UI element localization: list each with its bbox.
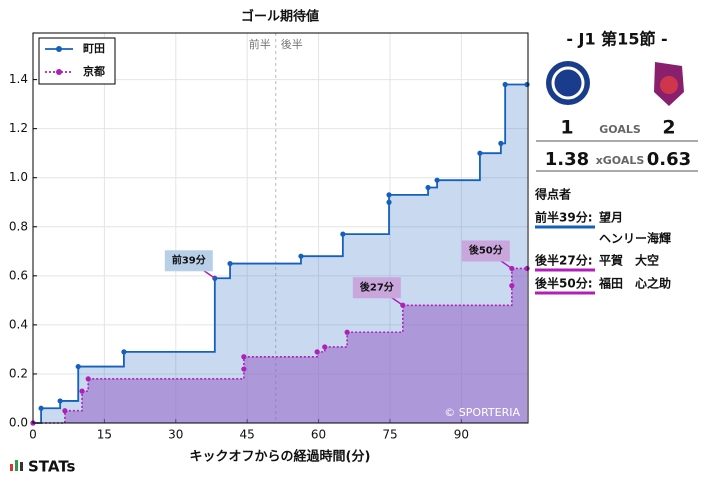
step-line	[214, 263, 231, 280]
y-tick-label: 0.2	[9, 366, 28, 380]
step-line	[500, 84, 507, 145]
point	[79, 388, 85, 394]
point	[434, 177, 440, 183]
point	[524, 81, 530, 88]
point	[502, 81, 508, 88]
y-tick-label: 1.2	[9, 121, 28, 135]
legend-dot	[56, 46, 62, 52]
step-line	[41, 400, 62, 410]
xg-label: xGOALS	[596, 154, 645, 167]
point	[344, 329, 350, 335]
point	[386, 192, 392, 198]
point	[227, 260, 233, 267]
away-xg: 0.63	[647, 149, 691, 170]
point	[386, 199, 392, 205]
annotation-box	[461, 240, 510, 262]
x-tick-label: 15	[97, 428, 112, 442]
point	[314, 349, 320, 355]
x-tick-label: 45	[240, 428, 255, 442]
annotation-text: 前39分	[172, 253, 206, 266]
chart-title: ゴール期待値	[241, 9, 319, 25]
step-line	[230, 256, 302, 265]
step-line	[300, 234, 344, 258]
scorer-time: 後半50分:	[535, 276, 593, 291]
brand-bar	[15, 460, 18, 471]
point	[38, 405, 44, 411]
y-tick-label: 1.4	[9, 72, 28, 86]
legend-dot	[56, 69, 62, 75]
point	[477, 150, 483, 156]
away-goals: 2	[662, 117, 675, 139]
step-line	[437, 153, 481, 182]
step-line	[123, 278, 216, 353]
step-line	[60, 366, 80, 402]
legend-box	[38, 37, 116, 85]
goals-label: GOALS	[599, 123, 641, 136]
point	[62, 408, 68, 414]
step-line	[347, 305, 404, 334]
point	[75, 363, 81, 370]
brand-name: STATs	[28, 458, 76, 476]
home-xg: 1.38	[545, 149, 589, 170]
scorer-time: 後半27分:	[535, 253, 593, 268]
point	[241, 366, 247, 372]
annotation-text: 後50分	[469, 243, 503, 256]
away-logo-mark	[660, 76, 678, 94]
home-goals: 1	[560, 117, 573, 139]
brand: STATs	[10, 458, 76, 476]
scorer-name: ヘンリー海輝	[599, 231, 671, 246]
point	[241, 354, 247, 360]
point	[57, 398, 63, 404]
y-tick-label: 0.0	[9, 416, 28, 430]
point	[498, 140, 504, 146]
annotation-box	[164, 250, 213, 272]
brand-bar	[10, 464, 13, 471]
scorer-name: 福田 心之助	[598, 276, 671, 291]
point	[425, 184, 431, 191]
point	[85, 376, 91, 382]
annotation-text: 後27分	[360, 280, 394, 293]
x-tick-label: 60	[311, 428, 326, 442]
y-tick-label: 0.4	[9, 317, 28, 331]
y-tick-label: 0.8	[9, 219, 28, 233]
scorer-name: 平賀 大空	[599, 253, 659, 268]
brand-bar	[20, 462, 23, 471]
point	[524, 265, 530, 272]
point	[121, 349, 127, 355]
y-tick-label: 1.0	[9, 170, 28, 184]
step-line	[324, 332, 348, 348]
step-line	[389, 187, 429, 196]
x-tick-label: 90	[454, 428, 469, 442]
point	[322, 344, 328, 350]
step-line	[33, 410, 66, 424]
half-label: 前半	[249, 37, 271, 51]
step-line	[342, 202, 390, 236]
home-logo-ring	[551, 66, 585, 100]
legend-label: 京都	[83, 64, 105, 78]
x-tick-label: 75	[382, 428, 397, 442]
point	[340, 231, 346, 237]
x-tick-label: 0	[29, 428, 37, 442]
x-axis-label: キックオフからの経過時間(分)	[190, 449, 371, 465]
step-line	[402, 285, 513, 307]
y-tick-label: 0.6	[9, 268, 28, 282]
scorers-title: 得点者	[534, 187, 571, 202]
step-line	[479, 143, 502, 155]
half-label: 後半	[281, 37, 303, 51]
legend-label: 町田	[83, 42, 105, 55]
point	[298, 253, 304, 259]
scorer-name: 望月	[599, 210, 623, 225]
panel: - J1 第15節 - 1 GOALS 2 1.38 xGOALS 0.63 得…	[534, 30, 698, 295]
round: - J1 第15節 -	[566, 30, 667, 49]
plot-frame	[32, 32, 529, 424]
credit: © SPORTERIA	[444, 406, 520, 419]
step-line	[78, 351, 125, 368]
point	[509, 283, 515, 289]
step-line	[64, 391, 83, 412]
annotation-box	[352, 277, 401, 299]
scorer-time: 前半39分:	[535, 210, 593, 225]
x-tick-label: 30	[168, 428, 183, 442]
